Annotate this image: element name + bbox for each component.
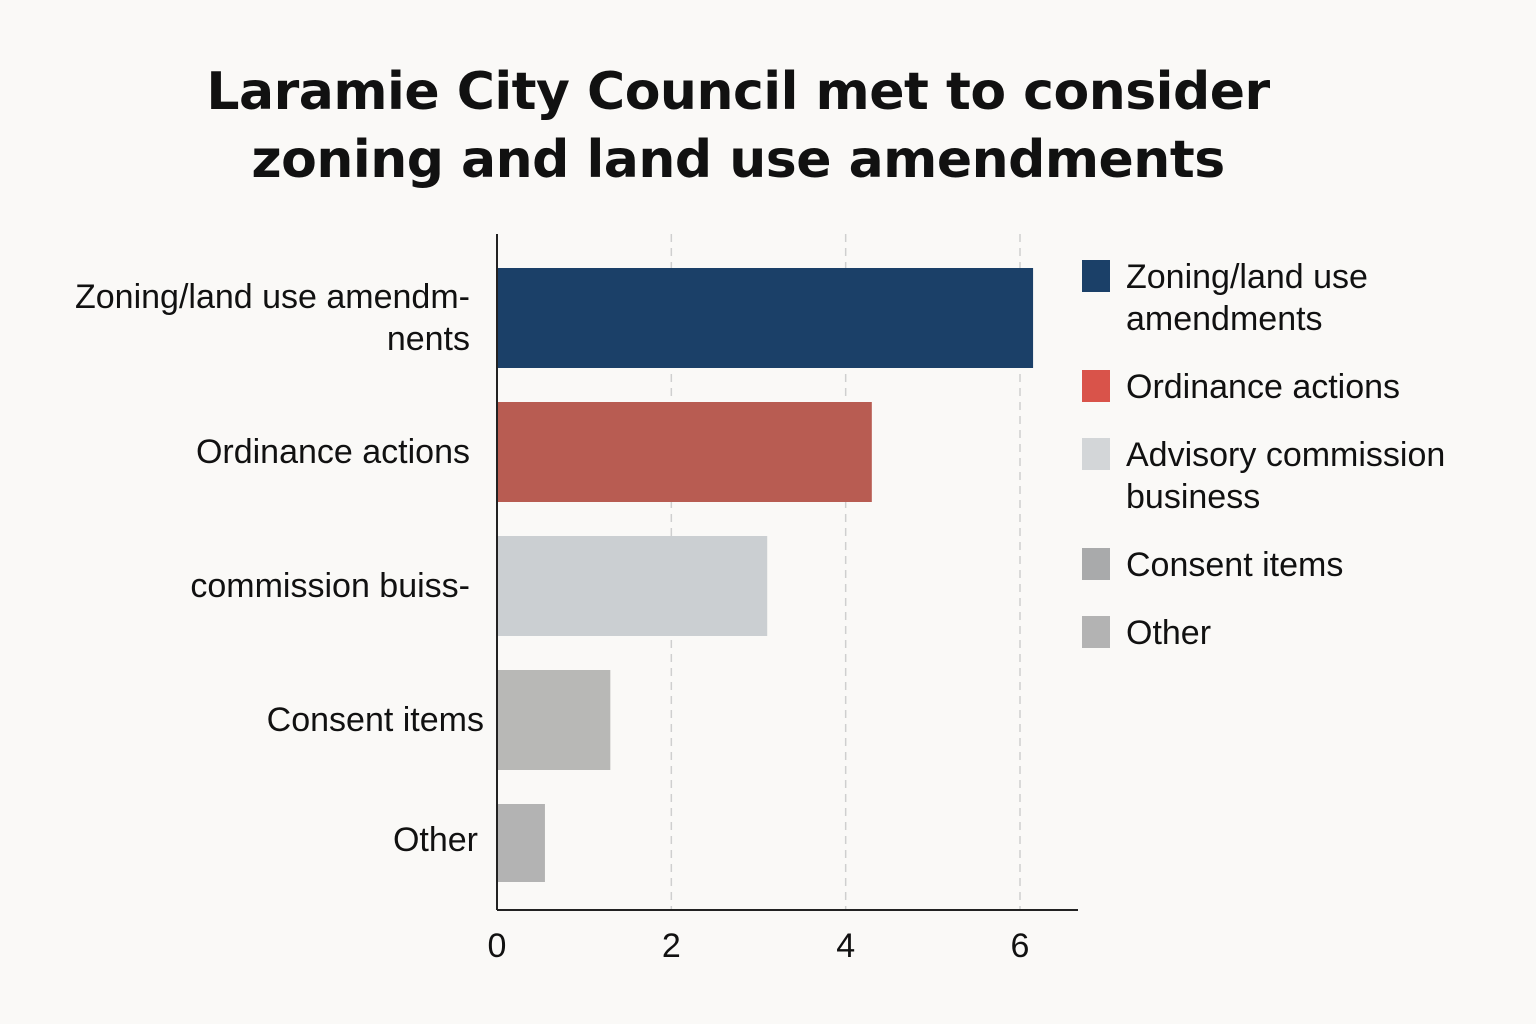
bar-0 <box>498 268 1034 368</box>
legend-label-2: Advisory commission business <box>1126 436 1446 516</box>
legend-label-3: Consent items <box>1126 546 1344 584</box>
legend-item-3: Consent items <box>1082 544 1522 586</box>
category-label-1: Ordinance actions <box>195 433 470 471</box>
category-label-0: Zoning/land use amendm- nents <box>74 278 470 358</box>
legend-label-0: Zoning/land use amendments <box>1126 258 1368 338</box>
x-tick-label-6: 6 <box>1010 927 1030 965</box>
legend-item-4: Other <box>1082 612 1522 654</box>
bar-1 <box>498 402 872 502</box>
category-label-2: commission buiss- <box>190 567 470 605</box>
legend-label-4: Other <box>1126 614 1212 652</box>
chart-title: Laramie City Council met to consider zon… <box>0 58 1476 194</box>
legend-swatch-0 <box>1082 260 1110 292</box>
x-tick-label-2: 2 <box>661 927 681 965</box>
legend-swatch-3 <box>1082 548 1110 580</box>
chart-title-line-2: zoning and land use amendments <box>251 130 1225 190</box>
bar-4 <box>498 804 545 882</box>
legend-item-0: Zoning/land use amendments <box>1082 256 1522 340</box>
x-tick-label-4: 4 <box>836 927 856 965</box>
bar-3 <box>498 670 611 770</box>
chart-title-line-1: Laramie City Council met to consider <box>206 62 1270 122</box>
legend-item-2: Advisory commission business <box>1082 434 1522 518</box>
category-label-4: Other <box>392 821 478 859</box>
legend-item-1: Ordinance actions <box>1082 366 1522 408</box>
category-label-3: Consent items <box>266 701 484 739</box>
x-tick-label-0: 0 <box>487 927 507 965</box>
legend-swatch-2 <box>1082 438 1110 470</box>
legend-label-1: Ordinance actions <box>1126 368 1401 406</box>
bar-2 <box>498 536 768 636</box>
legend-swatch-1 <box>1082 370 1110 402</box>
legend-swatch-4 <box>1082 616 1110 648</box>
chart-legend: Zoning/land use amendments Ordinance acti… <box>1082 256 1522 680</box>
